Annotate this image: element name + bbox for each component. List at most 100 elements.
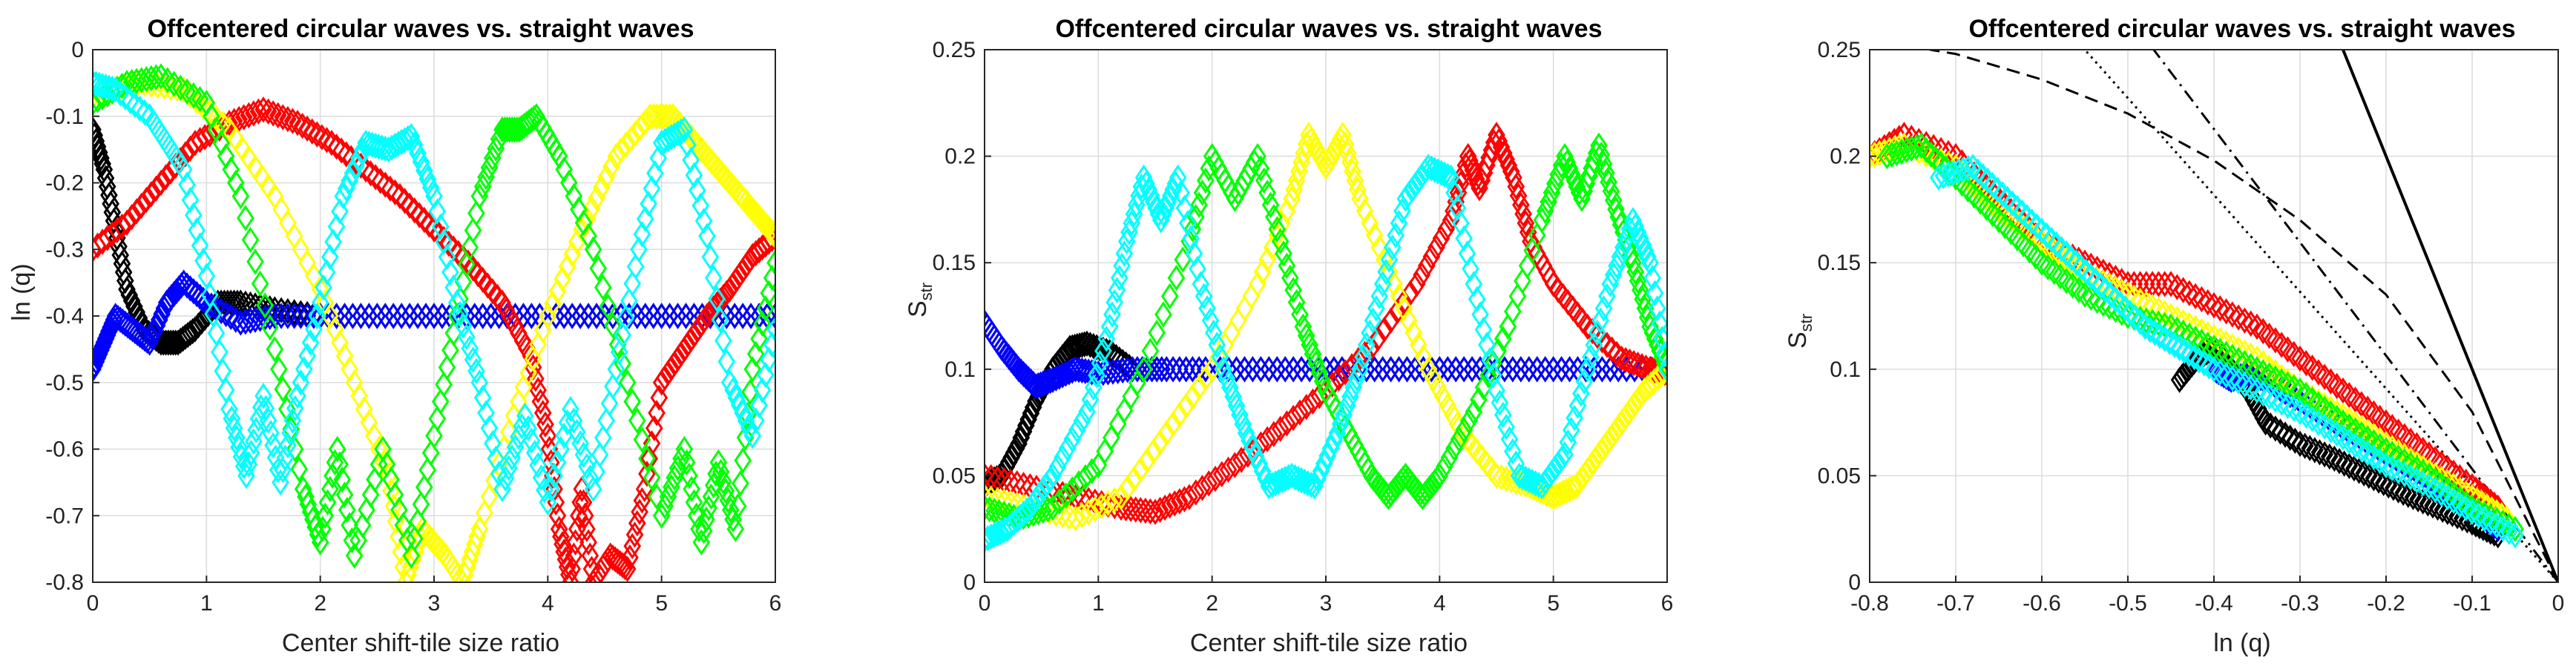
data-point xyxy=(1507,468,1525,495)
data-point xyxy=(680,462,698,490)
data-point xyxy=(1287,289,1306,316)
data-point xyxy=(1634,286,1652,313)
data-point xyxy=(985,526,993,553)
data-point xyxy=(240,102,258,129)
data-point xyxy=(691,312,710,339)
data-point xyxy=(1014,504,1033,530)
data-point xyxy=(2370,467,2388,494)
data-point xyxy=(1307,349,1325,377)
data-point xyxy=(640,191,657,217)
data-point xyxy=(1048,453,1067,480)
data-point xyxy=(279,303,297,329)
data-point xyxy=(1596,432,1614,459)
data-point xyxy=(332,137,350,164)
data-point xyxy=(1031,481,1049,507)
data-point xyxy=(1514,268,1531,294)
data-point xyxy=(2057,240,2075,267)
data-point xyxy=(126,91,144,119)
chart-title: Offcentered circular waves vs. straight … xyxy=(1968,15,2515,43)
data-point xyxy=(447,289,466,316)
data-point xyxy=(1494,326,1512,352)
data-point xyxy=(682,147,700,174)
y-axis-label-main: S xyxy=(904,300,932,317)
data-point xyxy=(1305,473,1324,500)
data-point xyxy=(316,502,335,529)
data-point xyxy=(477,164,495,191)
data-point xyxy=(660,303,679,329)
data-point xyxy=(1455,225,1473,252)
data-point xyxy=(381,175,399,202)
data-point xyxy=(1171,488,1189,515)
data-point xyxy=(571,430,589,457)
data-point xyxy=(125,293,143,320)
data-point xyxy=(1509,182,1528,209)
data-point xyxy=(1017,412,1035,439)
data-point xyxy=(1063,476,1082,503)
data-point xyxy=(1077,464,1094,491)
data-point xyxy=(985,320,1001,347)
data-point xyxy=(418,457,437,484)
data-point xyxy=(93,73,111,99)
data-point xyxy=(702,483,720,510)
data-point xyxy=(1291,399,1309,426)
data-point xyxy=(438,243,456,271)
data-point xyxy=(369,134,388,160)
y-tick-label: -0.5 xyxy=(45,371,84,395)
data-point xyxy=(668,345,687,372)
data-point xyxy=(1183,383,1202,410)
data-point xyxy=(2230,368,2247,395)
data-point xyxy=(2310,439,2329,466)
data-point xyxy=(484,145,502,171)
data-point xyxy=(1160,283,1179,310)
data-point xyxy=(473,303,492,329)
data-point xyxy=(1149,200,1168,228)
data-point xyxy=(672,445,690,472)
data-point xyxy=(1297,322,1315,349)
data-point xyxy=(1467,165,1485,193)
data-point xyxy=(2062,245,2080,271)
data-point xyxy=(1536,356,1554,383)
data-point xyxy=(343,527,361,554)
data-point xyxy=(1497,145,1515,173)
data-point xyxy=(571,303,589,329)
data-point xyxy=(683,475,700,503)
data-point xyxy=(234,452,253,480)
data-point xyxy=(623,533,642,559)
data-point xyxy=(1197,356,1215,383)
data-point xyxy=(607,142,625,170)
data-point xyxy=(565,407,583,434)
y-tick-label: -0.2 xyxy=(45,171,84,196)
data-point xyxy=(1299,470,1317,497)
data-point xyxy=(1554,479,1572,506)
data-point xyxy=(2112,290,2129,317)
x-axis-label: ln (q) xyxy=(2213,629,2270,657)
data-point xyxy=(1893,138,1910,165)
data-point xyxy=(363,131,381,158)
data-point xyxy=(1341,383,1359,410)
data-point xyxy=(2092,272,2110,299)
data-point xyxy=(726,515,745,542)
data-point xyxy=(311,289,329,316)
y-tick-label: 0.2 xyxy=(944,145,976,169)
data-point xyxy=(1440,444,1459,471)
data-point xyxy=(262,419,280,447)
x-tick-label: 1 xyxy=(1092,591,1105,616)
data-point xyxy=(591,441,609,468)
y-axis-label: Sstr xyxy=(904,283,936,317)
data-point xyxy=(1934,162,1953,189)
data-point xyxy=(2003,190,2022,217)
data-point xyxy=(1629,386,1647,413)
data-point xyxy=(1166,490,1184,517)
data-point xyxy=(1988,177,2007,203)
data-point xyxy=(420,211,438,238)
data-point xyxy=(1111,265,1128,291)
data-point xyxy=(1560,356,1579,383)
data-point xyxy=(1430,462,1449,490)
data-point xyxy=(721,496,740,524)
data-point xyxy=(415,206,433,234)
data-point xyxy=(1159,188,1177,215)
data-point xyxy=(276,444,295,471)
data-point xyxy=(1626,391,1643,418)
data-point xyxy=(2473,490,2491,517)
data-point xyxy=(729,493,747,520)
